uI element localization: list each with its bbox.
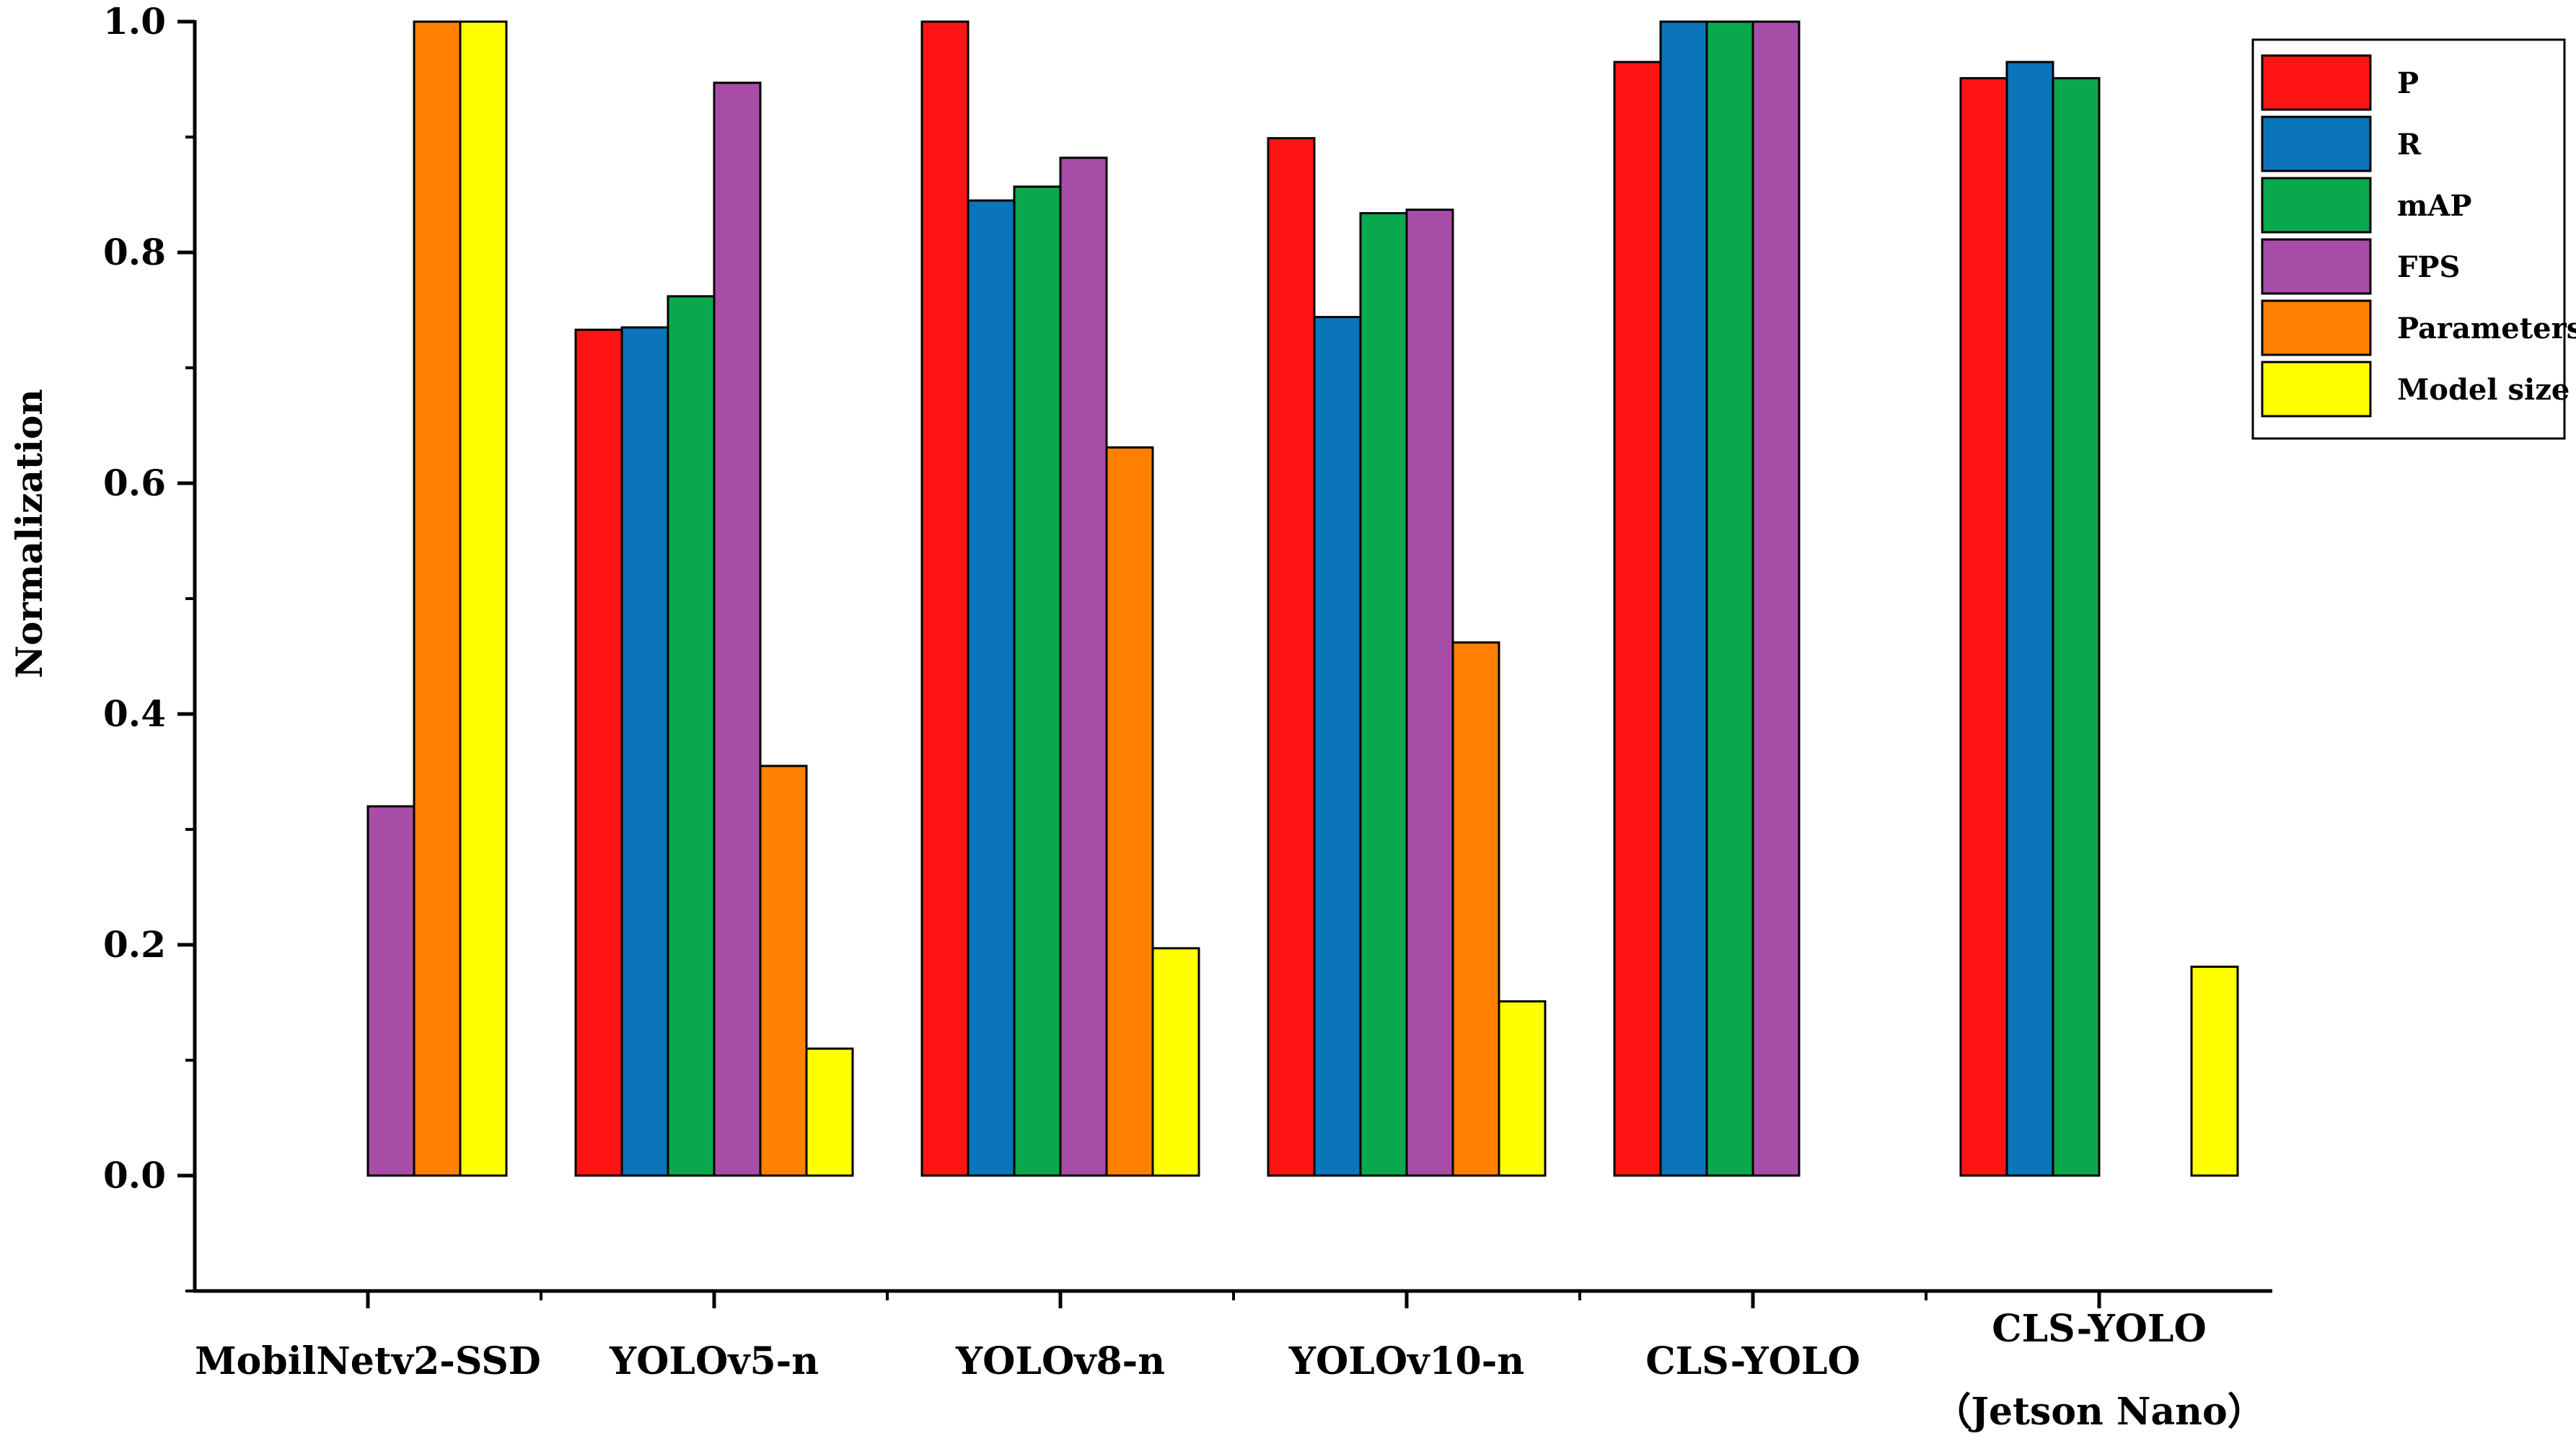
legend-swatch-r bbox=[2261, 115, 2372, 172]
legend-label-model-size: Model size bbox=[2397, 373, 2570, 407]
bar-map-2 bbox=[1013, 185, 1062, 1177]
bar-parameters-0 bbox=[413, 20, 462, 1177]
x-tick-label: YOLOv10-n bbox=[1288, 1339, 1524, 1383]
legend-label-p: P bbox=[2397, 66, 2419, 100]
y-axis-title: Normalization bbox=[8, 389, 50, 678]
bar-fps-4 bbox=[1751, 20, 1801, 1177]
legend-swatch-parameters bbox=[2261, 299, 2372, 356]
y-tick-label: 0.2 bbox=[103, 923, 166, 966]
bar-fps-2 bbox=[1059, 157, 1108, 1177]
x-tick-label: CLS-YOLO bbox=[1992, 1307, 2207, 1351]
bar-map-4 bbox=[1705, 20, 1754, 1177]
y-tick-label: 0.6 bbox=[103, 462, 166, 504]
x-tick-label: CLS-YOLO bbox=[1645, 1339, 1860, 1383]
legend-label-fps: FPS bbox=[2397, 250, 2460, 284]
bars-group bbox=[366, 20, 2239, 1177]
bar-model-size-1 bbox=[805, 1047, 854, 1177]
legend-label-r: R bbox=[2397, 128, 2422, 162]
bar-fps-3 bbox=[1405, 208, 1454, 1177]
bar-r-4 bbox=[1659, 20, 1708, 1177]
bar-model-size-5 bbox=[2190, 965, 2239, 1177]
y-tick-label: 0.8 bbox=[103, 231, 166, 273]
legend-label-map: mAP bbox=[2397, 189, 2471, 223]
bar-parameters-2 bbox=[1105, 446, 1154, 1177]
legend-swatch-fps bbox=[2261, 238, 2372, 295]
bar-model-size-3 bbox=[1498, 1000, 1547, 1177]
bar-p-2 bbox=[920, 20, 970, 1177]
bar-p-5 bbox=[1959, 76, 2008, 1177]
bar-fps-0 bbox=[366, 805, 416, 1177]
bar-parameters-1 bbox=[759, 764, 808, 1177]
bar-r-2 bbox=[967, 199, 1016, 1177]
y-tick-label: 1.0 bbox=[103, 0, 166, 43]
bar-model-size-0 bbox=[459, 20, 508, 1177]
legend-swatch-p bbox=[2261, 54, 2372, 111]
bar-model-size-2 bbox=[1151, 947, 1200, 1177]
bar-r-3 bbox=[1313, 316, 1362, 1177]
y-tick-label: 0.0 bbox=[103, 1154, 166, 1197]
bar-fps-1 bbox=[713, 81, 762, 1177]
bar-map-5 bbox=[2052, 76, 2101, 1177]
x-tick-label: YOLOv5-n bbox=[609, 1339, 819, 1383]
axes-group: 0.0 0.2 0.4 0.6 0.8 1.0 MobilNetv2-SSD YOLOv5-n… bbox=[103, 0, 2272, 1434]
bar-r-1 bbox=[620, 326, 669, 1177]
bar-p-1 bbox=[574, 328, 623, 1177]
x-tick-label: （Jetson Nano） bbox=[1933, 1390, 2264, 1434]
bar-parameters-3 bbox=[1451, 641, 1500, 1177]
bar-p-4 bbox=[1613, 61, 1662, 1177]
x-tick-label: YOLOv8-n bbox=[955, 1339, 1165, 1383]
bar-map-1 bbox=[667, 295, 716, 1177]
y-tick-label: 0.4 bbox=[103, 692, 166, 735]
bar-map-3 bbox=[1359, 212, 1408, 1177]
bar-p-3 bbox=[1267, 137, 1316, 1177]
legend-label-parameters: Parameters bbox=[2397, 312, 2576, 345]
bar-r-5 bbox=[2005, 61, 2054, 1177]
x-tick-label: MobilNetv2-SSD bbox=[195, 1339, 541, 1383]
legend-swatch-model-size bbox=[2261, 361, 2372, 418]
legend-swatch-map bbox=[2261, 177, 2372, 234]
